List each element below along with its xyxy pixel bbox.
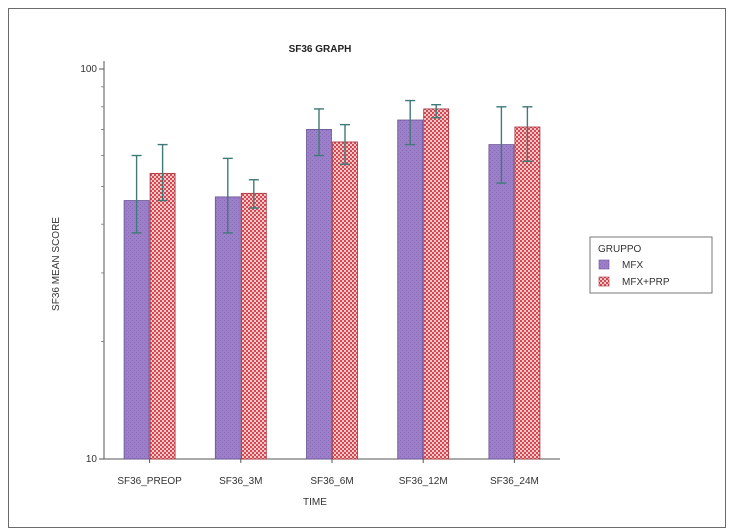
bar-prp <box>332 141 358 460</box>
y-tick-label: 10 <box>86 454 98 465</box>
bar-prp <box>423 108 450 460</box>
bar-mfx <box>306 129 332 460</box>
bar-prp <box>149 172 176 460</box>
x-tick-label: SF36_24M <box>490 476 539 487</box>
legend-label-prp: MFX+PRP <box>622 277 670 288</box>
legend: GRUPPO MFX MFX+PRP <box>589 236 713 294</box>
y-axis-title: SF36 MEAN SCORE <box>51 217 62 311</box>
bar-mfx <box>488 144 515 460</box>
bar-prp <box>240 192 267 460</box>
bar-mfx <box>397 119 424 460</box>
x-tick-label: SF36_6M <box>310 476 353 487</box>
x-tick-label: SF36_12M <box>399 476 448 487</box>
bar-prp <box>514 126 541 460</box>
plot-area: 10 100 SF36_PREOP SF36_3M SF36_6M SF36_12M SF3… <box>80 61 560 487</box>
bar-mfx <box>214 196 241 460</box>
chart-title: SF36 GRAPH <box>289 44 352 55</box>
x-axis-title: TIME <box>303 497 327 508</box>
bar-mfx <box>123 200 150 460</box>
legend-box <box>589 236 713 294</box>
x-tick-label: SF36_PREOP <box>117 476 182 487</box>
legend-swatch-mfx <box>598 259 610 270</box>
legend-title: GRUPPO <box>598 244 642 255</box>
legend-label-mfx: MFX <box>622 260 643 271</box>
legend-swatch-prp <box>598 276 610 287</box>
y-tick-label: 100 <box>80 64 97 75</box>
x-tick-label: SF36_3M <box>219 476 262 487</box>
